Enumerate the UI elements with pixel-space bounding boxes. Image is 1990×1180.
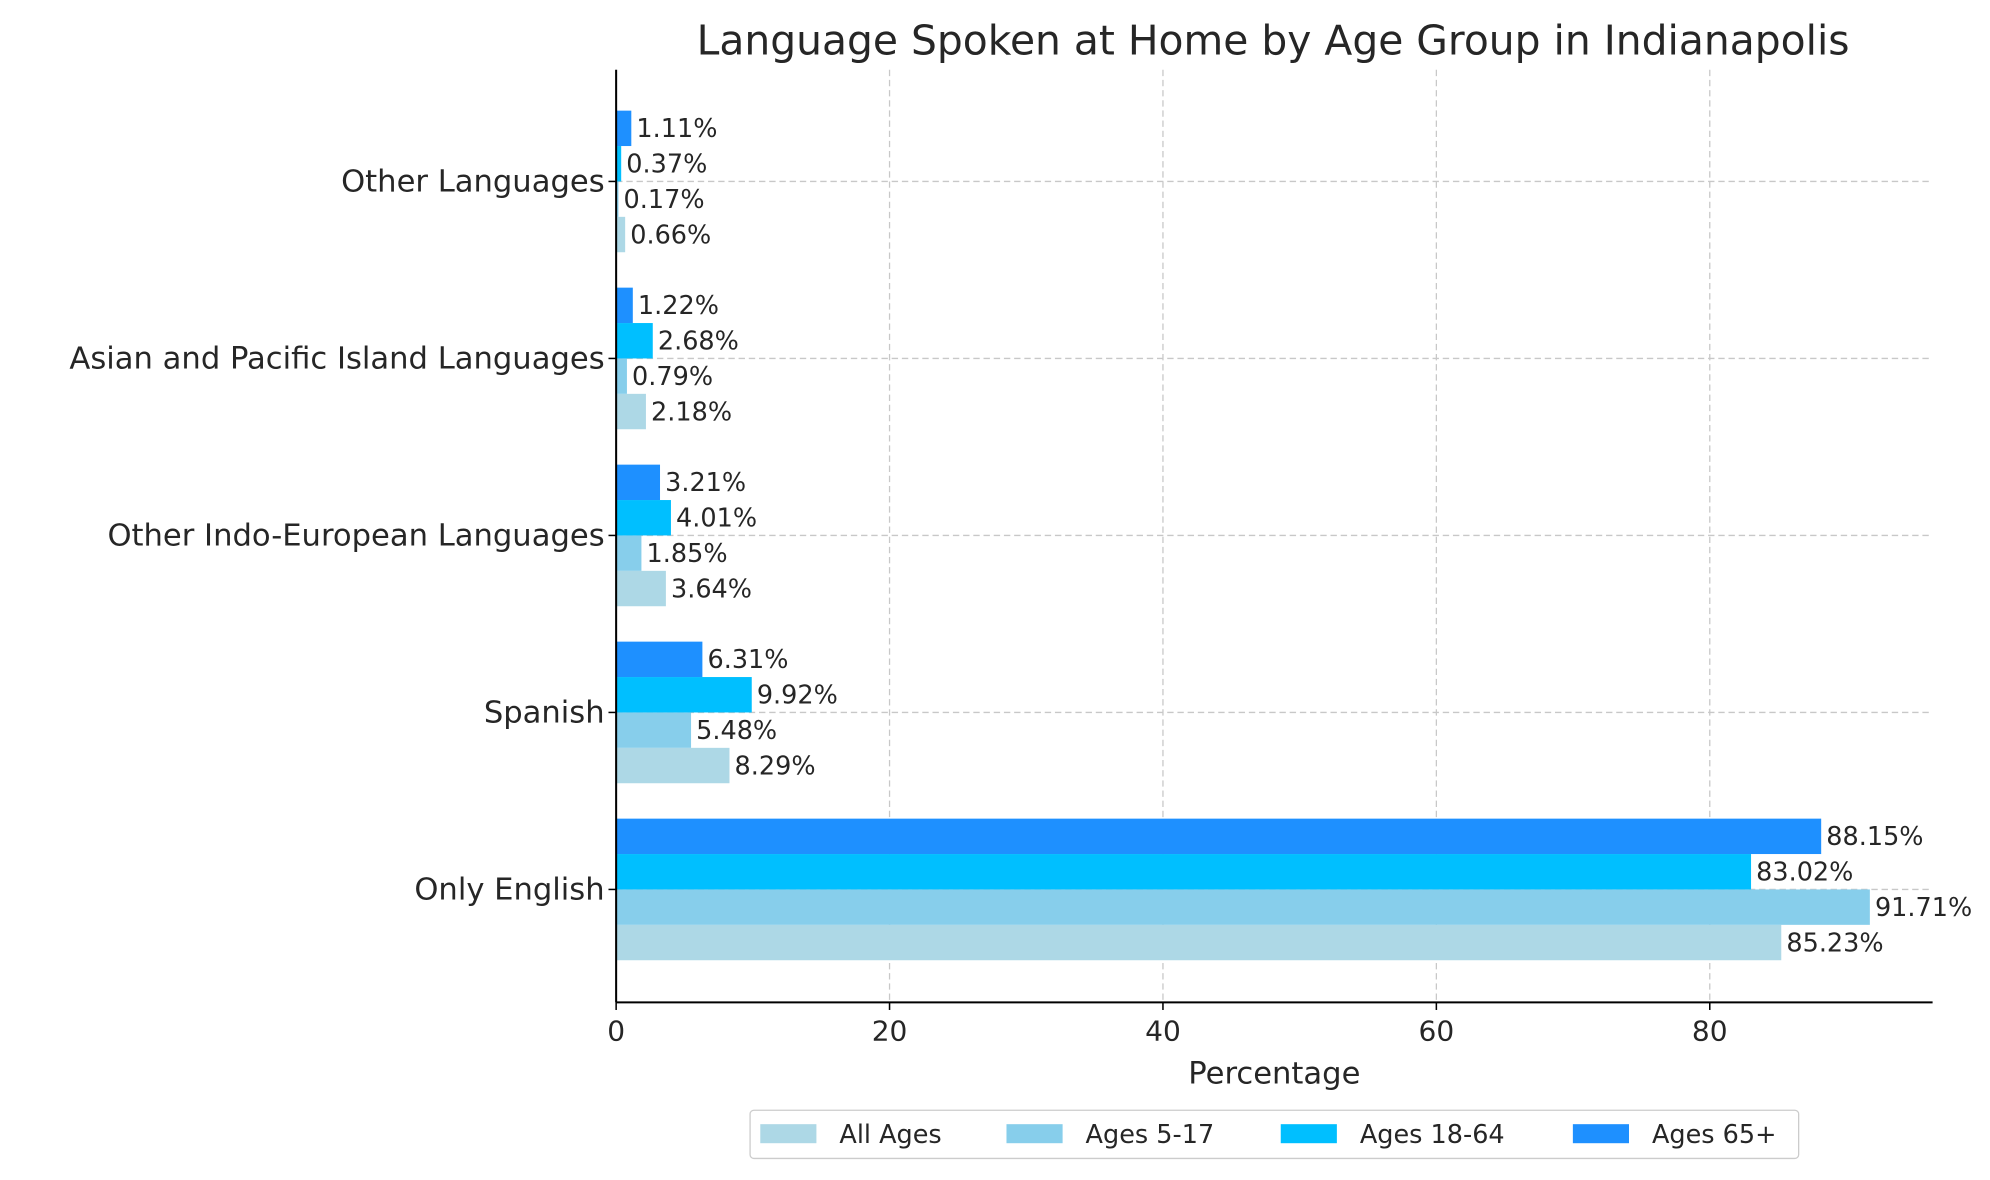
legend-swatch xyxy=(1572,1124,1629,1144)
bar-value-label: 6.31% xyxy=(707,644,788,674)
bar-value-label: 1.11% xyxy=(636,113,717,143)
y-tick-label: Asian and Pacific Island Languages xyxy=(69,342,604,377)
legend-label: Ages 5-17 xyxy=(1086,1119,1215,1149)
bar xyxy=(616,464,661,501)
bar-value-label: 0.66% xyxy=(630,219,711,249)
bar xyxy=(616,535,642,571)
bar xyxy=(616,924,1782,961)
bar xyxy=(616,216,626,253)
bar-value-label: 88.15% xyxy=(1826,821,1923,851)
y-tick-label: Other Languages xyxy=(341,165,605,200)
bar xyxy=(616,500,671,536)
bar-value-label: 85.23% xyxy=(1786,927,1883,957)
bar-value-label: 91.71% xyxy=(1875,892,1972,922)
bar-value-label: 0.37% xyxy=(626,149,707,179)
bar xyxy=(616,677,752,713)
x-tick-label: 20 xyxy=(872,1015,908,1048)
bar xyxy=(616,110,632,147)
bar xyxy=(616,712,692,748)
bar-value-label: 0.79% xyxy=(632,361,713,391)
value-labels: 85.23% 8.29% 3.64% 2.18% 0.66% 91.71% 5.48% 1.8… xyxy=(624,113,1973,957)
bar-value-label: 83.02% xyxy=(1756,857,1853,887)
bar-value-label: 3.64% xyxy=(671,573,752,603)
legend: All Ages Ages 5-17 Ages 18-64 Ages 65+ xyxy=(749,1109,1800,1160)
bar xyxy=(616,358,627,394)
legend-swatch xyxy=(1006,1124,1063,1144)
bar-value-label: 2.68% xyxy=(658,326,739,356)
legend-label: All Ages xyxy=(839,1119,941,1149)
chart-title: Language Spoken at Home by Age Group in … xyxy=(697,17,1850,65)
y-tick-label: Other Indo-European Languages xyxy=(107,519,604,554)
bar-value-label: 3.21% xyxy=(665,467,746,497)
legend-swatch xyxy=(760,1124,817,1144)
x-axis-label: Percentage xyxy=(1188,1057,1360,1092)
bar-value-label: 1.85% xyxy=(647,538,728,568)
bar xyxy=(616,323,653,359)
bars xyxy=(616,110,1870,961)
bar xyxy=(616,181,619,217)
y-tick-label: Only English xyxy=(414,873,604,908)
bar-value-label: 9.92% xyxy=(757,680,838,710)
x-tick-label: 60 xyxy=(1419,1015,1455,1048)
bar xyxy=(616,747,730,784)
bar-value-label: 5.48% xyxy=(696,715,777,745)
x-tick-label: 40 xyxy=(1145,1015,1181,1048)
legend-swatch xyxy=(1280,1124,1337,1144)
y-tick-label: Spanish xyxy=(484,696,605,731)
bar xyxy=(616,854,1752,890)
legend-box xyxy=(749,1109,1800,1160)
legend-label: Ages 18-64 xyxy=(1360,1119,1505,1149)
bar xyxy=(616,393,646,430)
x-tick-label: 80 xyxy=(1692,1015,1728,1048)
bar xyxy=(616,570,666,607)
bar xyxy=(616,889,1870,925)
bar xyxy=(616,287,633,324)
bar-value-label: 8.29% xyxy=(735,750,816,780)
axes: 0 20 40 60 80 Only English Spanish Other Indo-E… xyxy=(69,69,1933,1048)
bar xyxy=(616,146,622,182)
bar-value-label: 2.18% xyxy=(651,396,732,426)
x-tick-label: 0 xyxy=(607,1015,625,1048)
bar xyxy=(616,641,703,678)
bar-value-label: 4.01% xyxy=(676,503,757,533)
legend-label: Ages 65+ xyxy=(1652,1119,1777,1149)
bar-value-label: 0.17% xyxy=(624,184,705,214)
bar-value-label: 1.22% xyxy=(638,290,719,320)
bar xyxy=(616,818,1822,855)
